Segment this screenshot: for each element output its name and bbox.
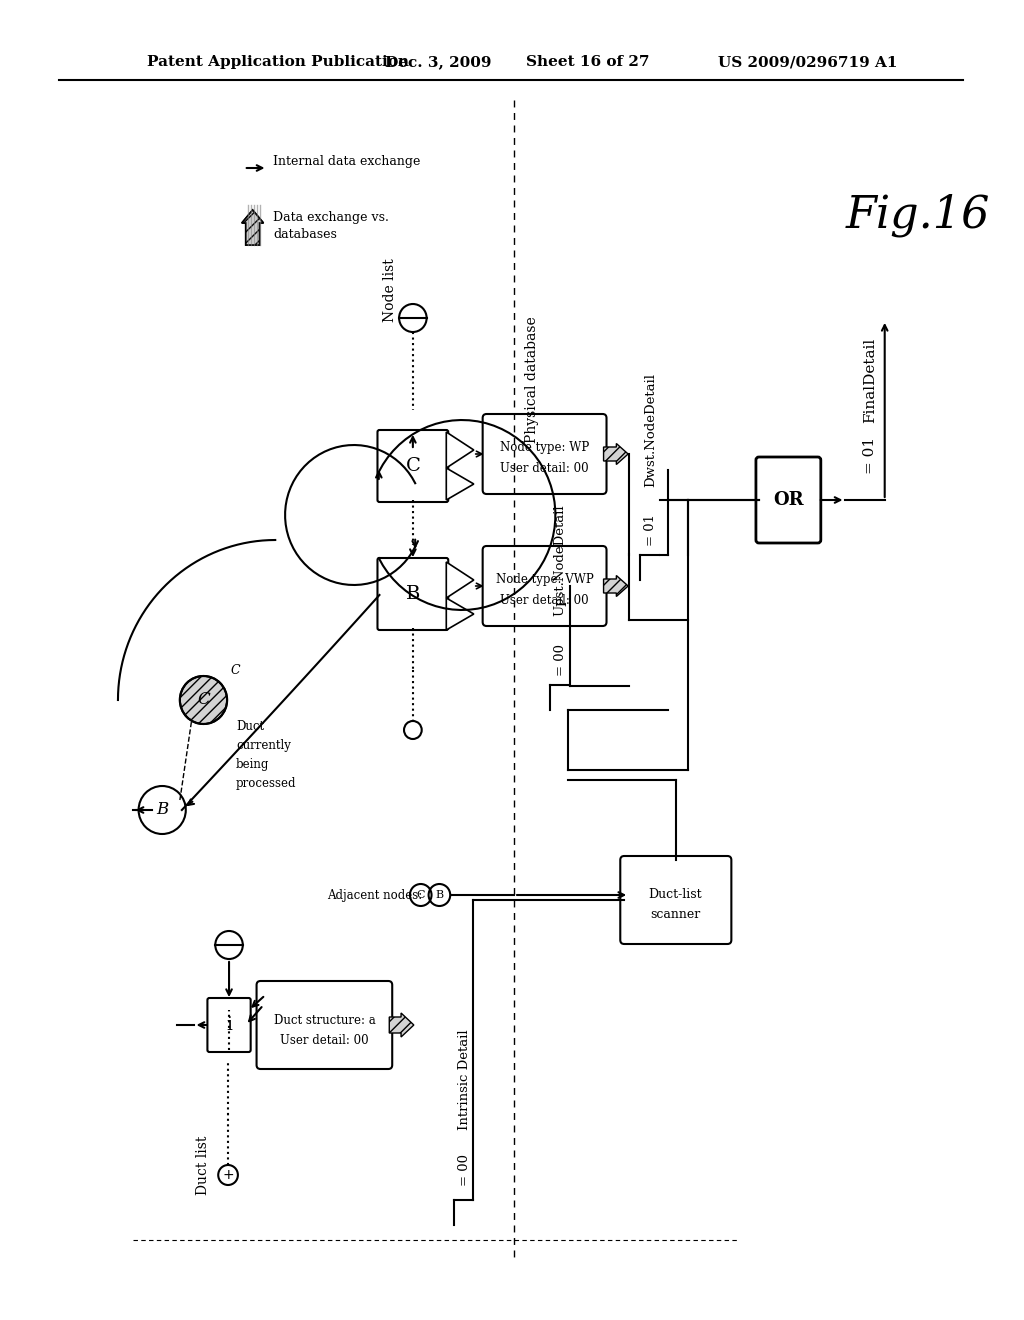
Circle shape xyxy=(180,676,227,723)
Text: B: B xyxy=(435,890,443,900)
Text: Node list: Node list xyxy=(383,259,397,322)
Text: i: i xyxy=(226,1016,232,1034)
Text: Node type: VWP: Node type: VWP xyxy=(496,573,594,586)
Text: Dec. 3, 2009: Dec. 3, 2009 xyxy=(385,55,492,69)
FancyBboxPatch shape xyxy=(756,457,821,543)
Text: C: C xyxy=(231,664,241,676)
Text: User detail: 00: User detail: 00 xyxy=(281,1034,369,1047)
FancyBboxPatch shape xyxy=(378,430,449,502)
Text: Fig.16: Fig.16 xyxy=(846,193,990,236)
FancyBboxPatch shape xyxy=(378,558,449,630)
Text: Internal data exchange: Internal data exchange xyxy=(273,154,421,168)
Text: Duct-list: Duct-list xyxy=(648,888,702,902)
Polygon shape xyxy=(446,562,474,598)
Text: C: C xyxy=(197,692,210,709)
FancyArrow shape xyxy=(242,210,263,246)
Text: Upst.NodeDetail: Upst.NodeDetail xyxy=(554,504,567,616)
Text: = 01: = 01 xyxy=(644,513,657,546)
Text: scanner: scanner xyxy=(650,908,700,921)
Text: FinalDetail: FinalDetail xyxy=(863,338,877,422)
Text: Intrinsic Detail: Intrinsic Detail xyxy=(459,1030,471,1130)
Text: B: B xyxy=(156,801,168,818)
Polygon shape xyxy=(446,598,474,630)
Text: User detail: 00: User detail: 00 xyxy=(501,462,589,474)
Text: OR: OR xyxy=(773,491,804,510)
Text: databases: databases xyxy=(273,227,337,240)
Text: = 01: = 01 xyxy=(863,437,877,474)
Text: +: + xyxy=(222,1168,233,1181)
Text: Duct
currently
being
processed: Duct currently being processed xyxy=(236,719,296,789)
Text: Sheet 16 of 27: Sheet 16 of 27 xyxy=(526,55,649,69)
Text: C: C xyxy=(417,890,425,900)
Text: = 00: = 00 xyxy=(554,644,567,676)
Text: C: C xyxy=(406,457,420,475)
Text: Physical database: Physical database xyxy=(525,317,539,444)
Text: Adjacent nodes:: Adjacent nodes: xyxy=(328,888,423,902)
Text: Duct structure: a: Duct structure: a xyxy=(273,1014,375,1027)
Text: Patent Application Publication: Patent Application Publication xyxy=(147,55,410,69)
FancyBboxPatch shape xyxy=(208,998,251,1052)
FancyArrow shape xyxy=(603,444,628,465)
Text: Data exchange vs.: Data exchange vs. xyxy=(273,211,389,224)
FancyArrow shape xyxy=(389,1012,414,1038)
Polygon shape xyxy=(446,469,474,500)
Text: Dwst.NodeDetail: Dwst.NodeDetail xyxy=(644,374,657,487)
FancyArrow shape xyxy=(603,576,628,597)
Text: US 2009/0296719 A1: US 2009/0296719 A1 xyxy=(718,55,897,69)
FancyBboxPatch shape xyxy=(482,546,606,626)
Text: = 00: = 00 xyxy=(459,1154,471,1185)
Text: Duct list: Duct list xyxy=(197,1135,211,1195)
Text: Node type: WP: Node type: WP xyxy=(500,441,589,454)
Text: User detail: 00: User detail: 00 xyxy=(501,594,589,606)
Polygon shape xyxy=(446,432,474,469)
FancyBboxPatch shape xyxy=(257,981,392,1069)
Text: B: B xyxy=(406,585,420,603)
FancyBboxPatch shape xyxy=(482,414,606,494)
FancyBboxPatch shape xyxy=(621,855,731,944)
